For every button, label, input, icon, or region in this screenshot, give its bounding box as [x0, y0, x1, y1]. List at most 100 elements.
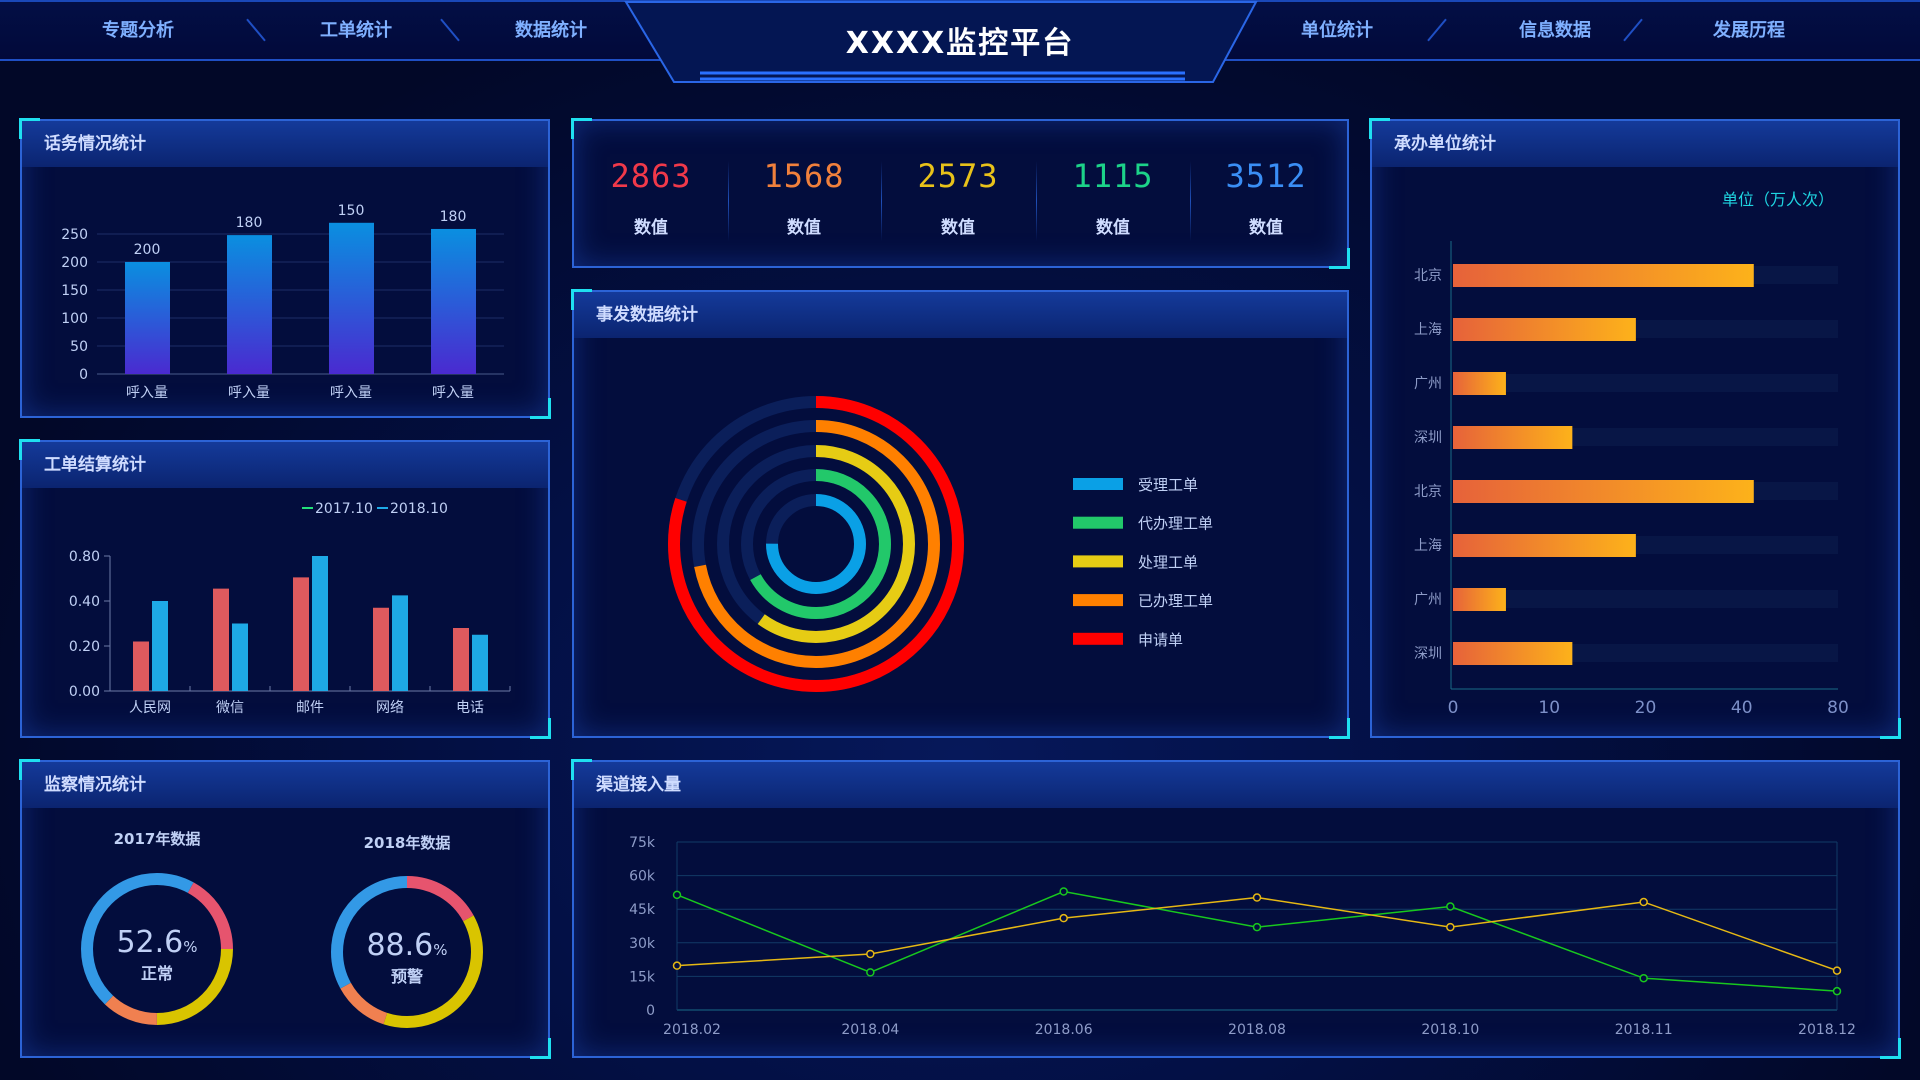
bar: [1453, 534, 1636, 557]
bar: [431, 228, 476, 374]
stat-value: 1568: [763, 157, 845, 195]
ring-0: [766, 494, 866, 594]
bar: [1453, 642, 1573, 665]
y-tick-label: 45k: [629, 902, 656, 918]
y-tick-label: 深圳: [1414, 430, 1442, 446]
gauge-label: 正常: [141, 964, 173, 983]
bar-data-label: 180: [440, 209, 467, 225]
panel-channel-access: 渠道接入量 0 15k 30k 45k 60k 75k 2018.02 2018.04 2018…: [571, 759, 1901, 1059]
y-tick-label: 250: [61, 227, 88, 243]
y-tick-label: 200: [61, 255, 88, 271]
y-tick-label: 0.40: [69, 594, 100, 610]
legend-swatch: [1073, 555, 1123, 568]
nav-item-info-data[interactable]: 信息数据: [1519, 20, 1591, 41]
legend-label: 处理工单: [1138, 553, 1198, 571]
y-tick-label: 北京: [1414, 268, 1442, 284]
bar: [329, 222, 374, 374]
x-tick-label: 0: [1448, 698, 1459, 718]
panel-event-stats: 事发数据统计 受理工单 代办理工单 处理工单 已办理工单 申请单: [571, 289, 1350, 739]
x-tick-label: 微信: [216, 700, 244, 716]
data-point: [672, 961, 682, 970]
legend-swatch: [1073, 516, 1123, 529]
y-tick-label: 50: [70, 339, 88, 355]
bar-2018.10: [152, 601, 168, 691]
panel-title: 工单结算统计: [22, 442, 548, 488]
x-tick-label: 呼入量: [228, 385, 270, 401]
gauge-segment: [81, 873, 233, 1025]
data-point: [1252, 893, 1262, 902]
bar: [1453, 372, 1506, 395]
stat-label: 数值: [1096, 218, 1130, 238]
panel-title: 话务情况统计: [22, 121, 548, 167]
legend-swatch: [1073, 632, 1123, 645]
bar: [1453, 426, 1573, 449]
x-tick-label: 邮件: [296, 700, 324, 716]
data-point: [1639, 897, 1648, 907]
stat-item: 2863 数值: [610, 157, 691, 238]
stat-item: 1568 数值: [763, 157, 844, 238]
gauge-unit: %: [183, 938, 197, 956]
title-frame: [624, 0, 1258, 83]
gauge-title: 2017年数据: [114, 830, 201, 848]
x-tick-label: 人民网: [129, 700, 171, 716]
stat-divider: [727, 161, 729, 241]
y-tick-label: 北京: [1414, 484, 1442, 500]
x-tick-label: 2018.08: [1228, 1022, 1286, 1038]
gauge-title: 2018年数据: [364, 834, 451, 852]
data-point: [1832, 966, 1842, 975]
bar: [1453, 318, 1636, 341]
legend-swatch: [1073, 594, 1123, 607]
settlement-bar-chart: 0.00 0.20 0.40 0.80 人民网 微信 邮件 网络 电话 2017.10 2018.1…: [69, 501, 511, 716]
y-tick-label: 0.00: [69, 684, 100, 700]
y-tick-label: 30k: [629, 936, 656, 952]
panel-unit-stats: 承办单位统计 单位（万人次） 北京 上海 广州 深圳 北京 上海 广州 深圳 0 10 20 40 80: [1369, 118, 1901, 739]
panel-monitor-stats: 监察情况统计 2017年数据 52.6% 正常 2018年数据 88.6% 预警: [19, 759, 551, 1059]
x-tick-label: 2018.06: [1035, 1022, 1093, 1038]
nav-item-history[interactable]: 发展历程: [1713, 20, 1785, 41]
stat-value: 2573: [917, 157, 999, 195]
bar: [1453, 264, 1754, 287]
x-tick-label: 呼入量: [126, 385, 168, 401]
nav-item-unit-stats[interactable]: 单位统计: [1301, 20, 1373, 41]
gauge-value: 88.6%: [366, 928, 447, 963]
y-tick-label: 15k: [629, 969, 656, 985]
legend-label: 申请单: [1138, 631, 1183, 649]
panel-title: 承办单位统计: [1372, 121, 1898, 167]
bar-2017.10: [133, 641, 149, 691]
x-tick-label: 20: [1635, 698, 1657, 718]
y-tick-label: 0: [79, 367, 88, 383]
legend-label: 2018.10: [390, 501, 448, 517]
stat-label: 数值: [1249, 218, 1283, 238]
x-tick-label: 电话: [456, 700, 484, 716]
gauge-label: 预警: [391, 967, 423, 986]
unit-label: 单位（万人次）: [1722, 190, 1834, 209]
bar: [1453, 480, 1754, 503]
data-point: [1832, 986, 1842, 996]
x-tick-label: 呼入量: [330, 385, 372, 401]
y-tick-label: 0: [646, 1003, 655, 1019]
y-tick-label: 上海: [1414, 322, 1442, 338]
x-tick-label: 10: [1538, 698, 1560, 718]
y-tick-label: 深圳: [1414, 646, 1442, 662]
bar: [125, 262, 170, 374]
stat-label: 数值: [634, 218, 668, 238]
bar-data-label: 200: [134, 242, 161, 258]
data-point: [1059, 887, 1068, 896]
legend-label: 已办理工单: [1138, 592, 1213, 610]
stat-label: 数值: [787, 218, 821, 238]
panel-title: 监察情况统计: [22, 762, 548, 808]
nav-item-ticket-stats[interactable]: 工单统计: [320, 20, 392, 41]
data-point: [1446, 922, 1455, 932]
stat-item: 2573 数值: [917, 157, 998, 238]
x-tick-label: 网络: [376, 700, 404, 716]
bar-2017.10: [213, 588, 229, 691]
nav-item-topic-analysis[interactable]: 专题分析: [102, 20, 174, 41]
calls-bar-chart: 0 50 100 150 200 250 200 呼入量 180 呼入量 150 呼入量 180 呼入量: [61, 203, 504, 401]
nav-item-data-stats[interactable]: 数据统计: [515, 20, 587, 41]
ring-1: [741, 469, 891, 619]
x-tick-label: 2018.11: [1615, 1022, 1673, 1038]
legend-swatch: [1073, 478, 1123, 490]
panel-title: 渠道接入量: [574, 762, 1898, 808]
gauge-segment: [81, 873, 233, 1025]
bar-2018.10: [472, 634, 488, 691]
